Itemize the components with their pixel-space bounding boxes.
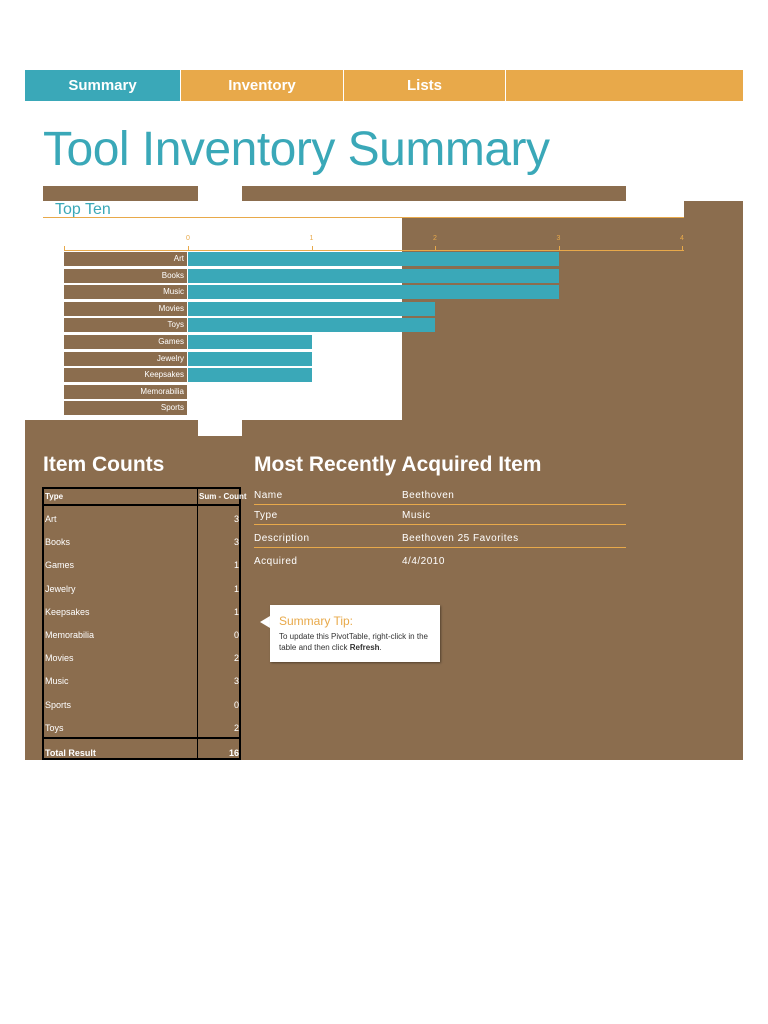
row-type: Sports <box>45 699 72 710</box>
recent-item-label: Name <box>254 490 283 501</box>
recent-item-heading: Most Recently Acquired Item <box>254 453 542 476</box>
chart-category-label: Books <box>64 268 187 283</box>
chart-category-label: Sports <box>64 401 187 416</box>
total-value: 16 <box>228 748 239 758</box>
recent-item-label: Acquired <box>254 556 298 567</box>
chart-footer-block-left <box>43 420 198 436</box>
dashboard-background-corner <box>684 201 743 217</box>
tab-inventory-label: Inventory <box>228 77 296 94</box>
tab-inventory[interactable]: Inventory <box>181 70 343 101</box>
row-count: 1 <box>233 606 239 617</box>
row-type: Toys <box>45 722 64 733</box>
total-label: Total Result <box>45 748 96 758</box>
recent-item-value: Music <box>402 510 431 521</box>
chart-bar <box>188 285 559 300</box>
summary-tip-bold: Refresh <box>349 643 380 652</box>
chart-bar <box>188 318 435 333</box>
chart-category-label: Art <box>64 252 187 266</box>
row-type: Memorabilia <box>45 630 95 640</box>
chart-footer-block-right <box>242 420 402 436</box>
row-count: 2 <box>233 722 239 733</box>
header-block-right <box>242 186 626 201</box>
chart-bar <box>188 335 312 349</box>
row-type: Art <box>45 514 57 524</box>
recent-item-value: Beethoven 25 Favorites <box>402 533 519 544</box>
tip-pointer <box>260 616 270 628</box>
chart-category-label: Memorabilia <box>64 384 187 399</box>
chart-tick-mark <box>311 246 313 251</box>
item-counts-column-divider <box>197 487 198 760</box>
chart-tick-label: 4 <box>680 235 684 242</box>
header-block-left <box>43 186 198 201</box>
row-count: 1 <box>233 560 239 571</box>
item-counts-heading: Item Counts <box>43 453 165 476</box>
row-type: Movies <box>45 653 74 664</box>
chart-tick-mark <box>188 246 189 251</box>
chart-bar <box>188 351 312 366</box>
summary-tip-end: . <box>379 643 382 652</box>
chart-category-label: Jewelry <box>64 351 187 366</box>
recent-item-value: Beethoven <box>402 490 455 501</box>
row-type: Books <box>45 537 71 548</box>
chart-tick-mark <box>682 246 683 251</box>
row-count: 0 <box>233 630 239 640</box>
recent-item-label: Type <box>254 510 278 521</box>
row-type: Jewelry <box>45 583 76 594</box>
chart-bar <box>188 301 435 316</box>
recent-item-divider <box>254 504 626 505</box>
chart-category-label: Games <box>64 335 187 349</box>
row-count: 2 <box>233 653 239 664</box>
recent-item-label: Description <box>254 533 310 544</box>
chart-tick-label: 0 <box>186 235 190 242</box>
chart-axis-line <box>64 250 684 251</box>
chart-bar <box>188 368 312 383</box>
chart-bar <box>188 268 559 283</box>
chart-bar <box>188 252 559 266</box>
chart-tick-mark <box>64 246 65 251</box>
top-ten-underline <box>43 217 684 218</box>
top-ten-heading: Top Ten <box>55 201 111 218</box>
col-type-header: Type <box>45 492 64 501</box>
chart-tick-mark <box>558 246 560 251</box>
item-counts-header-line <box>42 504 241 506</box>
item-counts-table <box>42 487 241 760</box>
col-sum-header: Sum - Count <box>199 492 247 501</box>
page-title: Tool Inventory Summary <box>43 123 550 176</box>
chart-category-label: Keepsakes <box>64 368 187 383</box>
summary-tip-text: To update this PivotTable, right-click i… <box>279 631 437 653</box>
recent-item-divider <box>254 547 626 548</box>
row-type: Games <box>45 560 75 571</box>
chart-category-label: Music <box>64 285 187 300</box>
tab-lists[interactable]: Lists <box>344 70 505 101</box>
chart-footer-left-edge <box>25 420 43 436</box>
tab-summary-label: Summary <box>68 77 137 94</box>
dashboard-background-bottom <box>25 436 743 760</box>
chart-category-label: Movies <box>64 301 187 316</box>
chart-tick-mark <box>435 246 436 251</box>
tab-empty <box>506 70 743 101</box>
row-count: 3 <box>233 514 239 524</box>
tab-summary[interactable]: Summary <box>25 70 180 101</box>
row-type: Keepsakes <box>45 606 90 617</box>
item-counts-total-line <box>42 737 241 739</box>
summary-tip-title: Summary Tip: <box>279 614 354 628</box>
summary-tip-box: Summary Tip: To update this PivotTable, … <box>270 605 440 662</box>
chart-tick-label: 1 <box>309 235 314 242</box>
row-count: 1 <box>233 583 239 594</box>
row-type: Music <box>45 676 69 687</box>
chart-category-label: Toys <box>64 318 187 333</box>
tab-lists-label: Lists <box>406 77 442 94</box>
recent-item-value: 4/4/2010 <box>402 556 445 567</box>
recent-item-divider <box>254 524 626 525</box>
chart-tick-label: 3 <box>556 235 561 242</box>
chart-tick-label: 2 <box>433 235 437 242</box>
row-count: 0 <box>233 699 239 710</box>
row-count: 3 <box>233 676 239 687</box>
summary-tip-body: To update this PivotTable, right-click i… <box>279 632 428 652</box>
row-count: 3 <box>233 537 239 548</box>
